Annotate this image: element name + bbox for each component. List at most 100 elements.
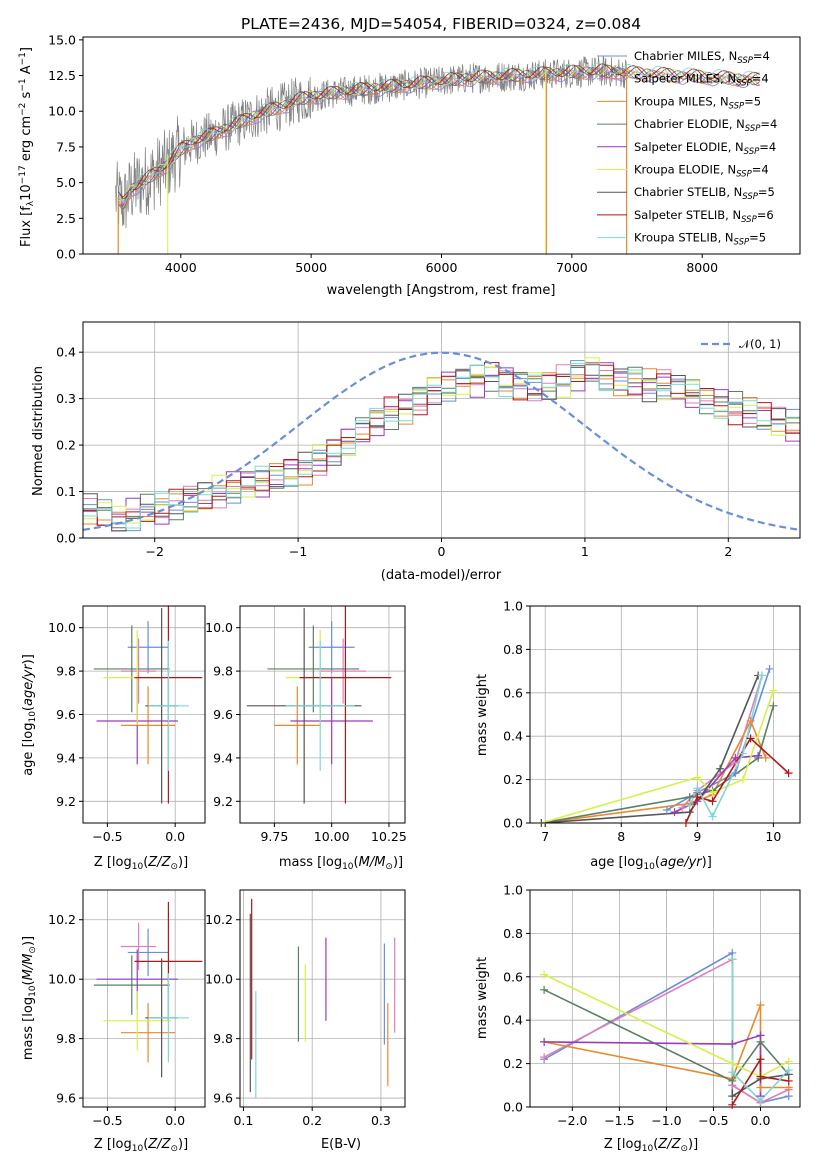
axes-frame — [239, 889, 406, 1108]
x-tick-label: 8 — [617, 829, 625, 844]
spectrum-panel: 4000 5000 6000 7000 8000 0.0 2.5 5.0 7.5 10.0 12.5… — [48, 32, 801, 275]
series-salpeter_elodie — [544, 1034, 762, 1097]
mass-age-panel: 9.75 10.00 10.25 9.2 9.4 9.6 9.8 10.0 — [205, 605, 407, 844]
x-tick-label: 0 — [438, 544, 446, 559]
axes: −2 −1 0 1 2 0.0 0.1 0.2 0.3 0.4 — [56, 321, 801, 559]
marker-chabrier_elodie — [685, 792, 694, 801]
marker-kroupa_elodie — [784, 1057, 793, 1066]
marker-kroupa_elodie — [769, 686, 778, 695]
legend-label-salpeter_stelib: Salpeter STELIB, NSSP=6 — [634, 208, 774, 225]
x-tick-label: 0.0 — [751, 1113, 771, 1128]
x-tick-label: −2.0 — [557, 1113, 587, 1128]
marker-salpeter_elodie — [728, 1040, 737, 1049]
plot-area — [115, 56, 760, 254]
grid — [530, 889, 800, 1108]
y-tick-label: 0.2 — [503, 772, 523, 787]
marker-chabrier_miles — [731, 769, 740, 778]
y-tick-label: 7.5 — [56, 139, 76, 154]
z-age-ylabel: age [log10(age/yr)] — [21, 654, 38, 776]
y-tick-label: 9.4 — [213, 750, 233, 765]
model-spectrum-salpeter_miles — [117, 68, 760, 206]
grid — [530, 605, 800, 824]
marker-kroupa_elodie — [738, 775, 747, 784]
x-tick-label: 10 — [765, 829, 781, 844]
y-tick-label: 0.2 — [56, 438, 76, 453]
marker-salpeter_stelib — [693, 792, 702, 801]
y-tick-label: 0.3 — [56, 391, 76, 406]
legend-label-kroupa_elodie: Kroupa ELODIE, NSSP=4 — [634, 163, 769, 180]
marker-kroupa_elodie — [728, 1059, 737, 1068]
series-salpeter_stelib — [731, 1056, 789, 1106]
marker-kroupa_stelib — [685, 801, 694, 810]
marker-chabrier_stelib — [728, 1092, 737, 1101]
axes: −0.5 0.0 9.6 9.8 10.0 10.2 — [48, 889, 206, 1128]
marker-salpeter_elodie — [731, 753, 740, 762]
y-tick-label: 9.8 — [213, 664, 233, 679]
y-tick-label: 0.0 — [56, 247, 76, 262]
age-massweight-xlabel: age [log10(age/yr)] — [590, 855, 712, 872]
legend-label-salpeter_elodie: Salpeter ELODIE, NSSP=4 — [634, 140, 776, 157]
y-tick-label: 0.1 — [56, 484, 76, 499]
residual-ylabel: Normed distribution — [31, 366, 46, 496]
series-chabrier_stelib — [541, 675, 759, 823]
marker-salpeter_miles — [540, 1053, 549, 1062]
metallicity-age-panel: −0.5 0.0 9.2 9.4 9.6 9.8 10.0 — [48, 605, 206, 844]
y-tick-label: 10.0 — [48, 620, 76, 635]
x-tick-label: 7 — [541, 829, 549, 844]
histogram-kroupa_stelib — [83, 363, 800, 529]
x-tick-label: 0.0 — [165, 1113, 185, 1128]
x-tick-label: −1 — [289, 544, 307, 559]
y-tick-label: 0.0 — [56, 531, 76, 546]
y-tick-label: 0.8 — [503, 926, 523, 941]
y-tick-label: 2.5 — [56, 211, 76, 226]
x-tick-label: 6000 — [426, 260, 458, 275]
ebv-mass-panel: 0.1 0.2 0.3 9.6 9.8 10.0 10.2 — [205, 889, 406, 1128]
marker-chabrier_elodie — [728, 1076, 737, 1085]
z-mass-xlabel: Z [log10(Z/Z⊙)] — [94, 1137, 188, 1154]
x-tick-label: −0.5 — [698, 1113, 728, 1128]
series-kroupa_elodie — [543, 973, 790, 1078]
y-tick-label: 0.6 — [503, 969, 523, 984]
axes: 7 8 9 10 0.0 0.2 0.4 0.6 0.8 1.0 — [503, 599, 801, 844]
marker-kroupa_stelib — [738, 749, 747, 758]
x-tick-label: 10.00 — [314, 829, 350, 844]
grid — [240, 890, 405, 1107]
marker-salpeter_stelib — [708, 797, 717, 806]
spectrum-xlabel: wavelength [Angstrom, rest frame] — [327, 283, 556, 298]
histogram-salpeter_stelib — [83, 362, 800, 526]
series-salpeter_elodie — [674, 754, 759, 813]
grid — [83, 322, 800, 539]
axes-frame — [529, 889, 801, 1108]
x-tick-label: −0.5 — [92, 1113, 122, 1128]
legend-label-chabrier_stelib: Chabrier STELIB, NSSP=5 — [634, 185, 775, 202]
y-tick-label: 0.2 — [503, 1056, 523, 1071]
y-tick-label: 9.8 — [56, 664, 76, 679]
x-tick-label: 4000 — [165, 260, 197, 275]
y-tick-label: 10.0 — [48, 972, 76, 987]
y-tick-label: 10.2 — [48, 912, 76, 927]
marker-salpeter_stelib — [746, 734, 755, 743]
axes: 0.1 0.2 0.3 9.6 9.8 10.0 10.2 — [205, 889, 406, 1128]
legend: Chabrier MILES, NSSP=4 Salpeter MILES, NS… — [597, 49, 777, 248]
z-massweight-xlabel: Z [log10(Z/Z⊙)] — [604, 1137, 698, 1154]
axes-frame — [82, 889, 206, 1108]
plot-area — [93, 606, 203, 804]
y-tick-label: 9.6 — [56, 1091, 76, 1106]
axes: −2.0 −1.5 −1.0 −0.5 0.0 0.0 0.2 0.4 0.6 0.8 1.0 — [503, 883, 801, 1128]
y-tick-label: 9.2 — [56, 794, 76, 809]
series-chabrier_miles — [666, 668, 771, 811]
legend-label-chabrier_elodie: Chabrier ELODIE, NSSP=4 — [634, 117, 777, 134]
marker-kroupa_stelib — [784, 1066, 793, 1075]
marker-kroupa_miles — [756, 1001, 765, 1010]
marker-salpeter_elodie — [670, 808, 679, 817]
marker-salpeter_stelib — [784, 769, 793, 778]
z-age-xlabel: Z [log10(Z/Z⊙)] — [94, 855, 188, 872]
y-tick-label: 9.6 — [213, 707, 233, 722]
axes-frame — [529, 605, 801, 824]
y-tick-label: 1.0 — [503, 599, 523, 614]
x-tick-label: 2 — [724, 544, 732, 559]
grid — [83, 890, 205, 1107]
x-tick-label: 0.3 — [371, 1113, 391, 1128]
mass-age-xlabel: mass [log10(M/M⊙)] — [279, 855, 403, 872]
